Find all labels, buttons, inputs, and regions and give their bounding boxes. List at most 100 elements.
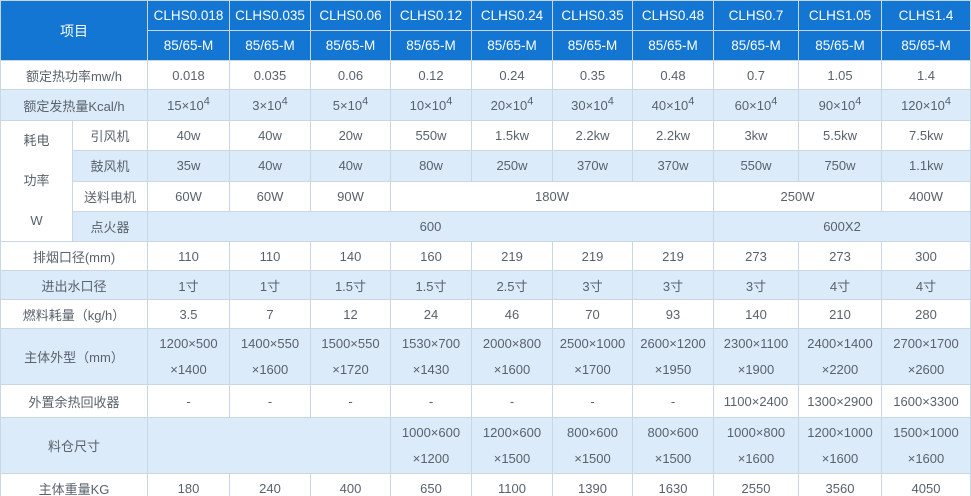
cell-induced-draft-fan: 3kw xyxy=(713,119,799,152)
cell-rated-thermal-power: 0.06 xyxy=(310,60,391,90)
cell-water-inlet-outlet-diameter: 1寸 xyxy=(229,270,311,300)
cell-smoke-outlet-diameter: 300 xyxy=(881,241,971,271)
cell-smoke-outlet-diameter: 140 xyxy=(310,241,391,271)
cell-rated-thermal-power: 0.018 xyxy=(147,60,230,90)
cell-value-exponent: 4 xyxy=(771,95,778,108)
cell-rated-thermal-power: 0.35 xyxy=(552,60,633,90)
cell-blower-fan: 40w xyxy=(310,150,391,182)
row-label-smoke-outlet-diameter: 排烟口径(mm) xyxy=(0,241,148,271)
cell-rated-thermal-power: 0.24 xyxy=(471,60,553,90)
cell-body-dimensions: 2600×1200 ×1950 xyxy=(632,328,714,385)
cell-body-dimensions: 1530×700 ×1430 xyxy=(390,328,472,385)
cell-rated-heat-output: 60×104 xyxy=(713,89,799,121)
column-header-variant: 85/65-M xyxy=(881,30,971,61)
cell-igniter: 600 xyxy=(147,210,714,243)
cell-external-heat-recovery: - xyxy=(632,384,714,418)
table-row-feeding-motor: 送料电机 60W 60W 90W 180W 250W 400W xyxy=(1,180,971,212)
column-header-model: CLHS1.05 xyxy=(798,0,882,31)
cell-smoke-outlet-diameter: 160 xyxy=(390,241,472,271)
cell-value-base: 60×10 xyxy=(734,97,772,113)
cell-water-inlet-outlet-diameter: 4寸 xyxy=(881,270,971,300)
cell-external-heat-recovery: 1600×3300 xyxy=(881,384,971,418)
cell-value-base: 120×10 xyxy=(901,97,945,113)
cell-hopper-dimensions: 1000×800 ×1600 xyxy=(713,417,799,474)
cell-water-inlet-outlet-diameter: 2.5寸 xyxy=(471,270,553,300)
row-sublabel-igniter: 点火器 xyxy=(72,210,148,243)
cell-blower-fan: 1.1kw xyxy=(881,150,971,182)
cell-hopper-dimensions: 1000×600 ×1200 xyxy=(390,417,472,474)
cell-value-exponent: 4 xyxy=(688,95,695,108)
cell-body-dimensions: 2700×1700 ×2600 xyxy=(881,328,971,385)
cell-hopper-dimensions: 1200×1000 ×1600 xyxy=(798,417,882,474)
table-row-water-inlet-outlet-diameter: 进出水口径 1寸 1寸 1.5寸 1.5寸 2.5寸 3寸 3寸 3寸 4寸 4寸 xyxy=(0,270,971,300)
cell-water-inlet-outlet-diameter: 1.5寸 xyxy=(390,270,472,300)
row-label-body-weight: 主体重量KG xyxy=(0,473,148,496)
cell-body-dimensions: 2300×1100 ×1900 xyxy=(713,328,799,385)
cell-rated-heat-output: 120×104 xyxy=(881,89,971,121)
column-header-model: CLHS0.06 xyxy=(310,0,391,31)
cell-feeding-motor: 60W xyxy=(229,180,311,212)
row-sublabel-blower-fan: 鼓风机 xyxy=(72,150,148,182)
cell-smoke-outlet-diameter: 219 xyxy=(471,241,553,271)
cell-blower-fan: 80w xyxy=(390,150,472,182)
cell-water-inlet-outlet-diameter: 3寸 xyxy=(713,270,799,300)
cell-value-base: 40×10 xyxy=(651,97,689,113)
header-row-variants: 85/65-M 85/65-M 85/65-M 85/65-M 85/65-M 85/65… xyxy=(1,30,971,61)
cell-rated-heat-output: 90×104 xyxy=(798,89,882,121)
cell-fuel-consumption: 3.5 xyxy=(147,299,230,329)
cell-body-weight: 3560 xyxy=(798,473,882,496)
table-row-rated-thermal-power: 额定热功率mw/h 0.018 0.035 0.06 0.12 0.24 0.35 0.48 0… xyxy=(0,60,971,90)
cell-rated-thermal-power: 0.48 xyxy=(632,60,714,90)
cell-value-exponent: 4 xyxy=(855,95,862,108)
table-header: 项目 CLHS0.018 CLHS0.035 CLHS0.06 CLHS0.12 CLHS… xyxy=(0,0,971,61)
cell-external-heat-recovery: 1300×2900 xyxy=(798,384,882,418)
column-header-model: CLHS0.48 xyxy=(632,0,714,31)
cell-hopper-dimensions: 800×600 ×1500 xyxy=(552,417,633,474)
cell-rated-thermal-power: 1.05 xyxy=(798,60,882,90)
cell-feeding-motor: 90W xyxy=(310,180,391,212)
table-row-induced-draft-fan: 耗电 功率 W 引风机 40w 40w 20w 550w 1.5kw 2.2kw 2.2kw 3k… xyxy=(0,119,971,242)
column-header-model: CLHS0.24 xyxy=(471,0,553,31)
row-label-external-heat-recovery: 外置余热回收器 xyxy=(0,384,148,418)
cell-induced-draft-fan: 1.5kw xyxy=(471,119,553,152)
column-header-variant: 85/65-M xyxy=(310,30,391,61)
table-row-body-dimensions: 主体外型（mm） 1200×500 ×1400 1400×550 ×1600 1500… xyxy=(0,328,971,385)
cell-induced-draft-fan: 5.5kw xyxy=(798,119,882,152)
cell-value-base: 5×10 xyxy=(332,97,363,113)
cell-rated-heat-output: 40×104 xyxy=(632,89,714,121)
cell-fuel-consumption: 210 xyxy=(798,299,882,329)
cell-smoke-outlet-diameter: 219 xyxy=(552,241,633,271)
cell-rated-heat-output: 10×104 xyxy=(390,89,472,121)
cell-body-dimensions: 1400×550 ×1600 xyxy=(229,328,311,385)
cell-rated-heat-output: 15×104 xyxy=(147,89,230,121)
column-header-variant: 85/65-M xyxy=(552,30,633,61)
cell-fuel-consumption: 24 xyxy=(390,299,472,329)
cell-value-base: 30×10 xyxy=(571,97,608,113)
table-row-fuel-consumption: 燃料耗量（kg/h） 3.5 7 12 24 46 70 93 140 210 280 xyxy=(0,299,971,329)
cell-value-base: 3×10 xyxy=(252,97,282,113)
cell-induced-draft-fan: 20w xyxy=(310,119,391,152)
cell-fuel-consumption: 12 xyxy=(310,299,391,329)
cell-value-base: 10×10 xyxy=(409,97,447,113)
cell-fuel-consumption: 46 xyxy=(471,299,553,329)
cell-feeding-motor: 180W xyxy=(390,180,714,212)
cell-smoke-outlet-diameter: 219 xyxy=(632,241,714,271)
cell-external-heat-recovery: - xyxy=(147,384,230,418)
cell-body-dimensions: 2000×800 ×1600 xyxy=(471,328,553,385)
cell-value-base: 90×10 xyxy=(818,97,856,113)
header-row-models: 项目 CLHS0.018 CLHS0.035 CLHS0.06 CLHS0.12 CLHS… xyxy=(0,0,971,61)
cell-body-dimensions: 2400×1400 ×2200 xyxy=(798,328,882,385)
cell-body-dimensions: 1200×500 ×1400 xyxy=(147,328,230,385)
cell-external-heat-recovery: - xyxy=(552,384,633,418)
cell-smoke-outlet-diameter: 110 xyxy=(229,241,311,271)
cell-external-heat-recovery: - xyxy=(471,384,553,418)
column-header-model: CLHS1.4 xyxy=(881,0,971,31)
cell-induced-draft-fan: 40w xyxy=(229,119,311,152)
row-label-water-inlet-outlet-diameter: 进出水口径 xyxy=(0,270,148,300)
cell-body-weight: 1390 xyxy=(552,473,633,496)
cell-induced-draft-fan: 40w xyxy=(147,119,230,152)
column-header-variant: 85/65-M xyxy=(713,30,799,61)
cell-body-weight: 180 xyxy=(147,473,230,496)
